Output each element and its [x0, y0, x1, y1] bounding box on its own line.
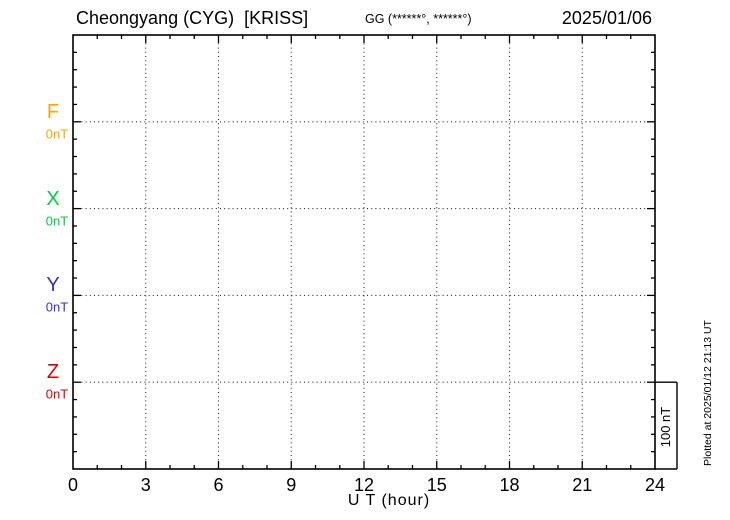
hour-label-12: 12: [354, 475, 374, 495]
component-label-z: Z: [46, 361, 60, 384]
station-title: Cheongyang (CYG) [KRISS]: [76, 8, 309, 28]
hour-label-0: 0: [68, 475, 78, 495]
scale-bar-label: 100 nT: [658, 407, 673, 448]
plot-frame: [72, 34, 656, 470]
geographic-coordinates-label: GG (******°, ******°): [365, 12, 472, 26]
x-axis-label: U T (hour): [348, 492, 430, 509]
frame-layer: [72, 34, 678, 470]
hour-label-3: 3: [141, 475, 151, 495]
component-baseline-label-x: 0nT: [45, 213, 69, 229]
component-baseline-label-y: 0nT: [45, 299, 69, 315]
grid-layer: [73, 35, 655, 469]
component-label-y: Y: [46, 274, 60, 297]
observation-date: 2025/01/06: [561, 8, 652, 28]
plotted-timestamp-note: Plotted at 2025/01/12 21:13 UT: [702, 319, 714, 466]
hour-label-18: 18: [499, 475, 519, 495]
hour-label-24: 24: [645, 475, 665, 495]
tick-layer: [73, 35, 655, 469]
hour-label-15: 15: [427, 475, 447, 495]
component-baseline-label-z: 0nT: [45, 386, 69, 402]
hour-label-9: 9: [286, 475, 296, 495]
component-label-f: F: [46, 100, 60, 123]
hour-tick-labels: 0 3 6 9 12 15 18 21 24: [68, 475, 665, 495]
component-baseline-label-f: 0nT: [45, 126, 69, 142]
hour-label-6: 6: [213, 475, 223, 495]
component-label-x: X: [46, 187, 60, 210]
hour-label-21: 21: [572, 475, 592, 495]
